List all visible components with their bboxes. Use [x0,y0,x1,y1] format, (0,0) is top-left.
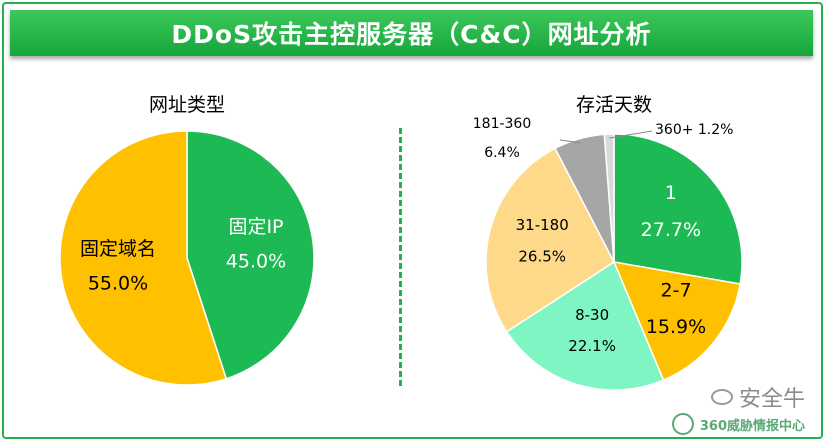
leader-line-1-5 [609,130,653,139]
page-title: DDoS攻击主控服务器（C&C）网址分析 [171,20,652,49]
slice-label-1-0: 1 [665,182,677,204]
slice-value-1-4: 6.4% [484,145,520,161]
outer-frame [2,2,823,439]
slice-value-0-0: 45.0% [226,251,286,273]
pie-slice-1-2 [505,260,665,391]
page-title-banner: DDoS攻击主控服务器（C&C）网址分析 [10,10,813,56]
watermark-line1: 安全牛 [738,387,805,412]
pie-slice-0-0 [186,130,315,380]
slice-label-1-1: 2-7 [661,280,692,302]
watermark: 安全牛 360威胁情报中心 [671,381,805,435]
right-chart-title: 存活天数 [575,94,653,116]
slice-label-0-1: 固定域名 [80,238,156,260]
leader-line-1-4 [559,139,581,144]
left-chart-title: 网址类型 [148,94,226,116]
pie-slice-1-3 [485,147,615,333]
pie-slice-1-5 [603,133,615,263]
slice-label-1-5: 360+ 1.2% [655,122,733,138]
slice-value-1-1: 15.9% [646,316,706,338]
slice-value-1-3: 26.5% [518,247,566,265]
pie-slice-0-1 [59,130,228,386]
slice-label-1-2: 8-30 [575,306,609,324]
dashed-divider [399,128,402,386]
watermark-line2: 360威胁情报中心 [699,418,805,434]
slice-value-1-2: 22.1% [568,337,616,355]
slice-label-1-3: 31-180 [516,216,569,234]
emblem-icon [671,413,694,435]
slice-value-1-0: 27.7% [641,219,701,241]
pie-slice-1-0 [613,133,743,285]
slice-label-1-4: 181-360 [473,116,532,132]
wechat-icon [710,389,733,405]
slice-label-0-0: 固定IP [228,216,283,238]
pie-slice-1-1 [612,261,741,382]
slice-value-0-1: 55.0% [88,273,148,295]
